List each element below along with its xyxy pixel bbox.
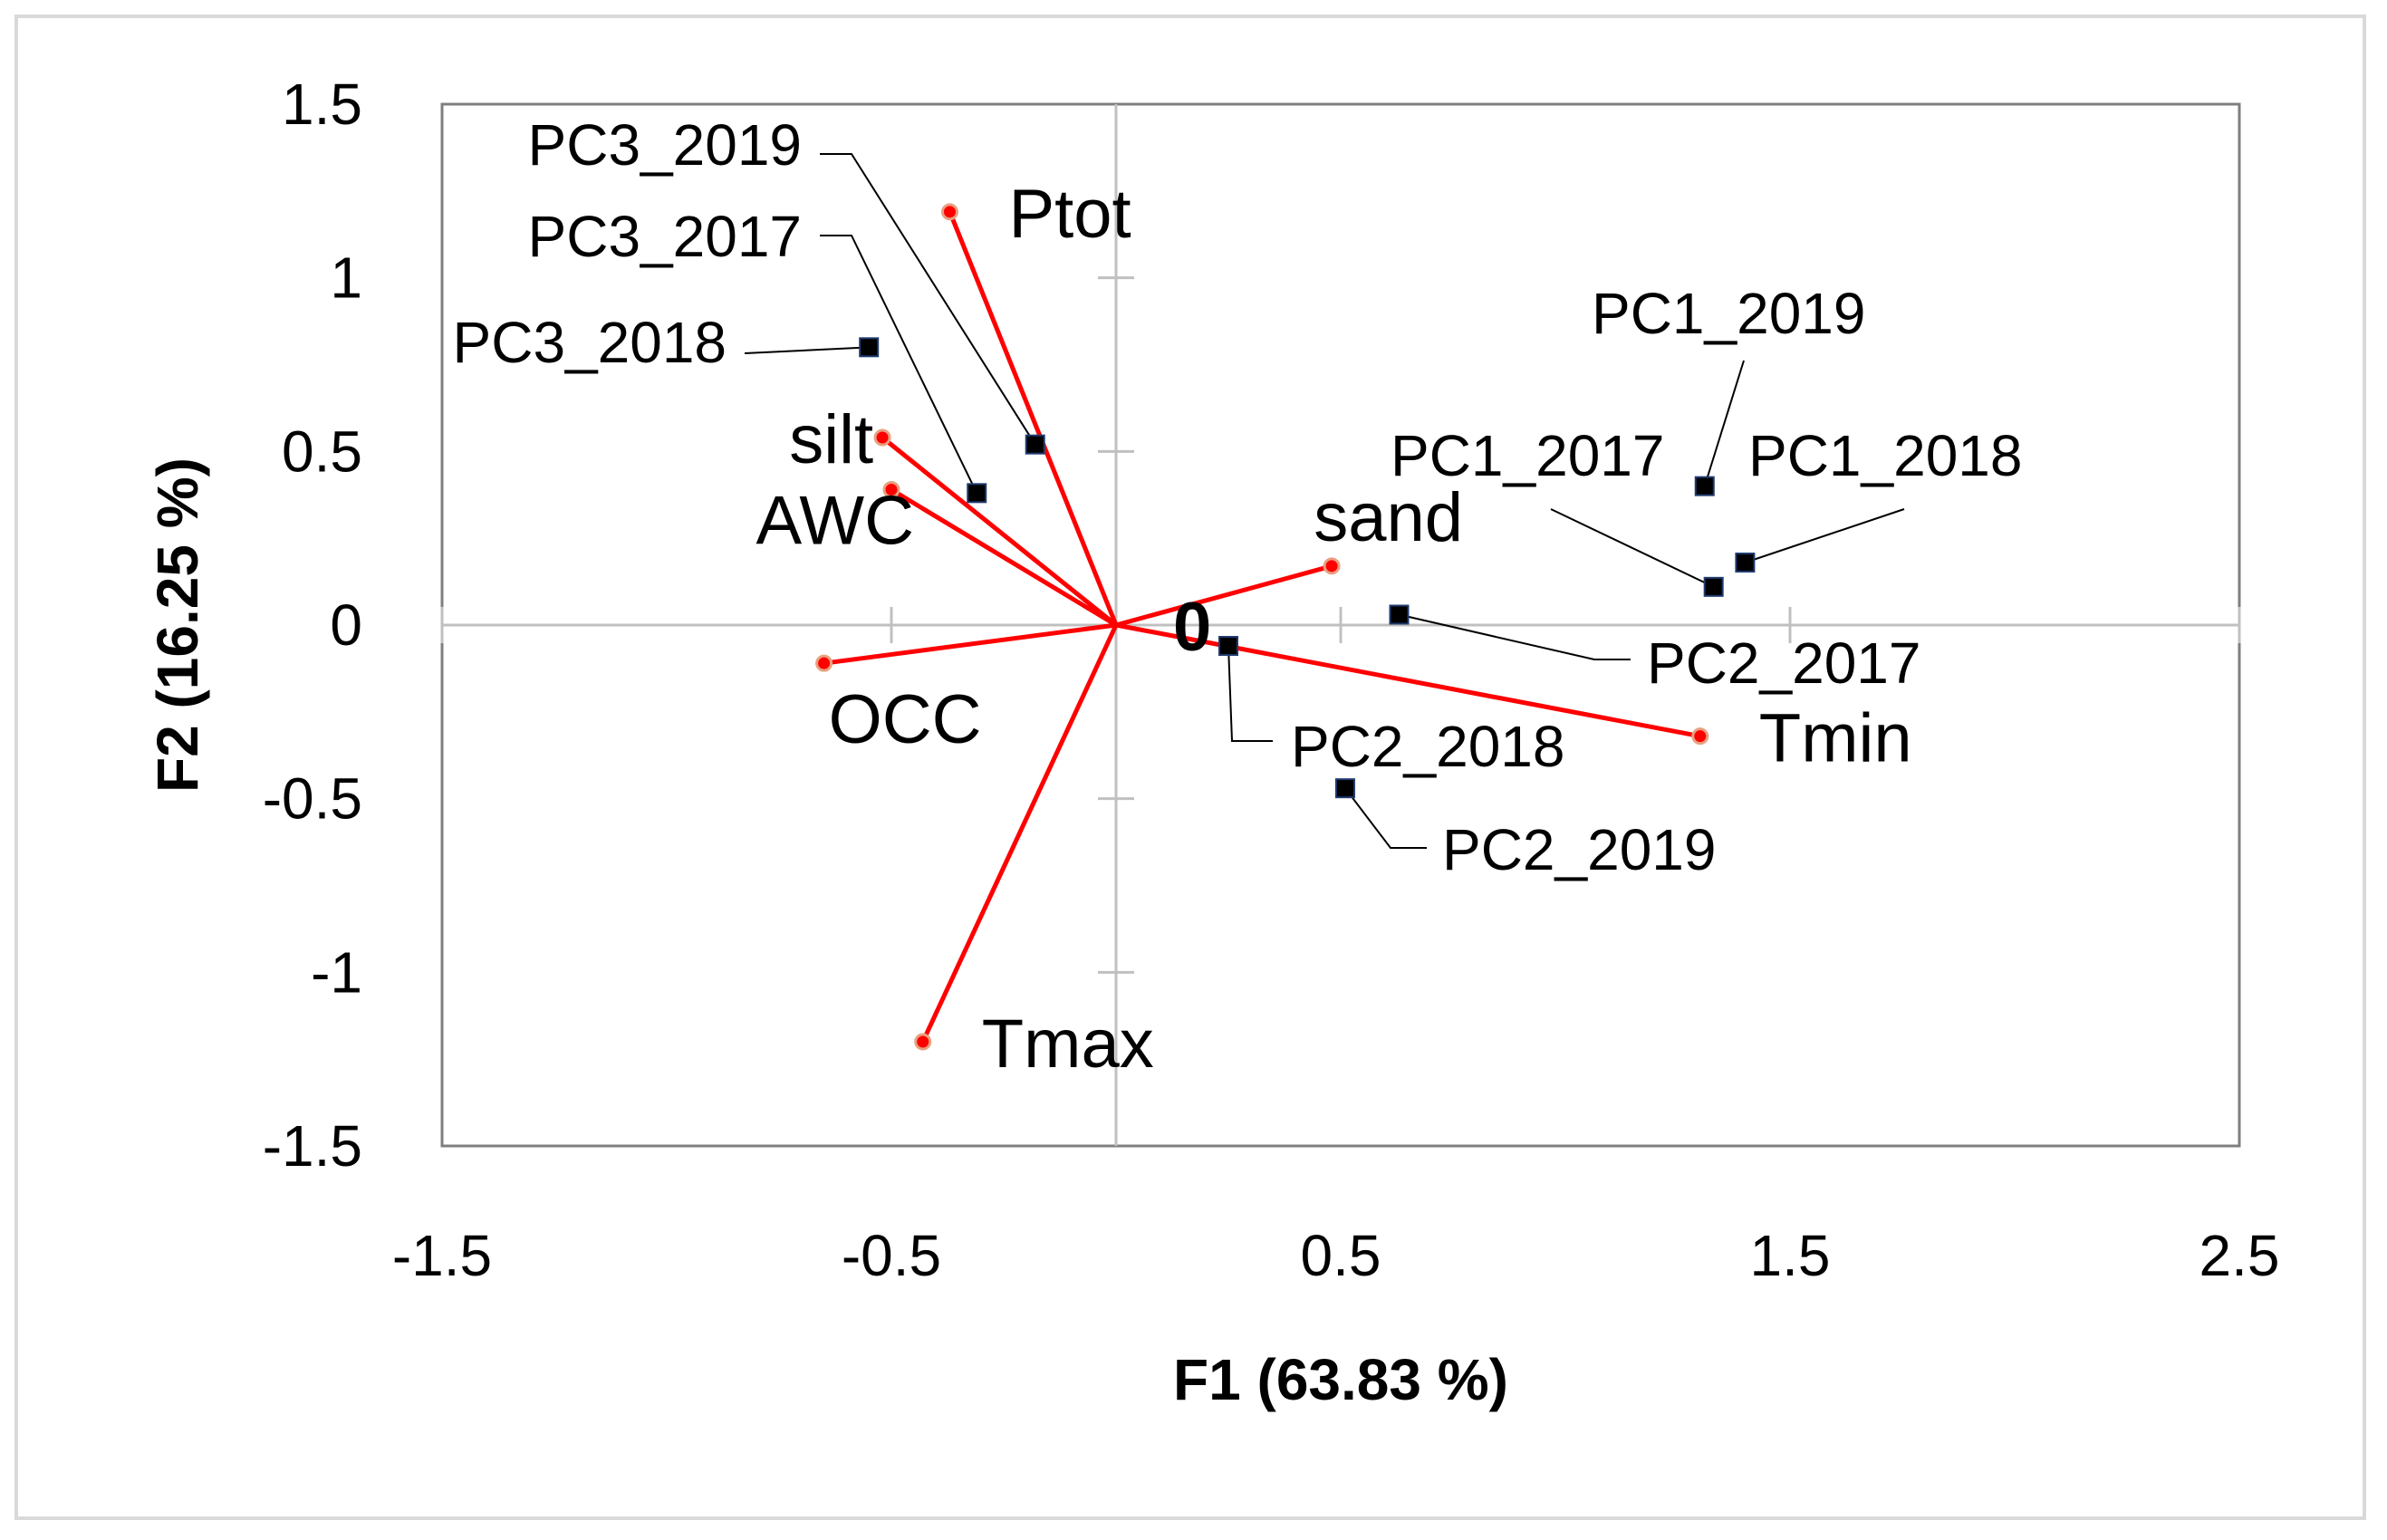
observation-points <box>859 337 1756 799</box>
point-pc3-2017 <box>967 483 987 504</box>
point-pc1-2018 <box>1735 553 1756 573</box>
leader-line-pc2-2019 <box>1344 787 1427 849</box>
vector-occ <box>823 622 1117 666</box>
vector-tmax <box>920 623 1119 1044</box>
point-pc3-2018 <box>859 337 880 358</box>
vector-tip-occ <box>815 654 833 672</box>
x-axis-title: F1 (63.83 %) <box>1173 1347 1508 1412</box>
point-pc1-2019 <box>1694 476 1715 496</box>
point-label-pc2-2017: PC2_2017 <box>1647 630 1920 696</box>
leader-line-pc1-2017 <box>1550 508 1715 588</box>
variable-label-tmax: Tmax <box>982 1006 1154 1083</box>
point-label-pc1-2019: PC1_2019 <box>1592 281 1865 346</box>
vector-silt <box>881 436 1118 627</box>
chart-frame <box>14 14 2366 1520</box>
point-label-pc2-2019: PC2_2019 <box>1442 817 1716 882</box>
point-pc1-2017 <box>1703 576 1724 597</box>
y-tick-label: 1 <box>330 245 362 311</box>
origin-label: 0 <box>1173 589 1211 666</box>
point-label-pc3-2019: PC3_2019 <box>528 112 802 178</box>
variable-vectors <box>815 203 1709 1051</box>
vector-awc <box>890 487 1118 628</box>
y-axis-title: F2 (16.25 %) <box>145 457 210 793</box>
point-label-pc3-2017: PC3_2017 <box>528 204 802 269</box>
x-tick-label: 1.5 <box>1750 1223 1831 1288</box>
x-tick-label: -0.5 <box>842 1223 941 1288</box>
point-pc3-2019 <box>1025 434 1045 455</box>
vector-tmin <box>1115 622 1701 739</box>
variable-label-occ: OCC <box>829 681 982 758</box>
vector-tip-tmin <box>1691 727 1709 746</box>
leader-line-pc2-2017 <box>1399 613 1631 660</box>
leader-line-pc3-2017 <box>820 235 978 494</box>
leader-line-pc1-2018 <box>1745 508 1905 563</box>
y-axis-ticks: 1.5 1 0.5 0 -0.5 -1 -1.5 <box>263 72 362 1179</box>
point-pc2-2017 <box>1389 604 1410 625</box>
variable-label-sand: sand <box>1314 479 1463 556</box>
variable-label-ptot: Ptot <box>1008 176 1131 253</box>
y-tick-label: -1 <box>311 939 362 1005</box>
vector-tip-silt <box>873 428 891 447</box>
y-tick-label: -0.5 <box>263 766 362 832</box>
y-tick-label: 0.5 <box>282 419 362 484</box>
x-tick-label: 0.5 <box>1301 1223 1381 1288</box>
vector-tip-ptot <box>940 203 958 221</box>
leader-line-pc2-2018 <box>1227 645 1273 742</box>
point-label-pc2-2018: PC2_2018 <box>1291 714 1564 779</box>
vector-tip-tmax <box>914 1033 932 1051</box>
point-pc2-2018 <box>1218 636 1238 656</box>
x-axis-ticks: -1.5 -0.5 0.5 1.5 2.5 <box>392 1223 2280 1288</box>
vector-ptot <box>948 210 1119 626</box>
point-label-pc1-2017: PC1_2017 <box>1391 423 1664 488</box>
y-tick-label: -1.5 <box>263 1113 362 1179</box>
leader-lines <box>744 153 1905 849</box>
leader-line-pc1-2019 <box>1703 360 1745 486</box>
x-tick-label: -1.5 <box>392 1223 492 1288</box>
vector-sand <box>1115 563 1333 628</box>
variable-label-tmin: Tmin <box>1759 700 1912 777</box>
variable-label-silt: silt <box>789 401 873 478</box>
vector-tip-awc <box>882 481 900 498</box>
leader-line-pc3-2019 <box>820 153 1036 446</box>
vector-tip-sand <box>1323 557 1341 575</box>
y-tick-label: 0 <box>330 592 362 658</box>
point-label-pc1-2018: PC1_2018 <box>1748 423 2022 488</box>
leader-line-pc3-2018 <box>744 346 870 354</box>
zero-lines <box>440 104 2241 1146</box>
x-tick-label: 2.5 <box>2199 1223 2280 1288</box>
point-label-pc3-2018: PC3_2018 <box>453 310 727 375</box>
y-tick-label: 1.5 <box>282 72 362 137</box>
variable-label-awc: AWC <box>756 483 915 560</box>
point-pc2-2019 <box>1334 778 1355 799</box>
